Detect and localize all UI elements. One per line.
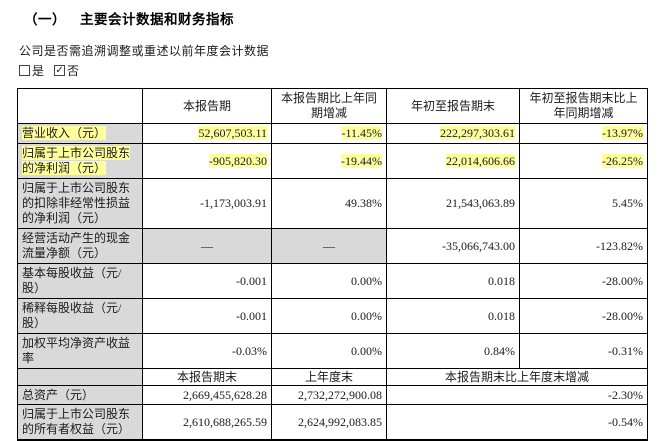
cell-value: 49.38% bbox=[271, 178, 387, 229]
cell-value: -0.001 bbox=[142, 298, 272, 334]
cell-value: 2,732,272,900.08 bbox=[271, 385, 387, 405]
cell-value: 22,014,606.66 bbox=[446, 153, 515, 168]
table-header-row-period: 本报告期 本报告期比上年同期增减 年初至报告期末 年初至报告期末比上年同期增减 bbox=[17, 88, 648, 124]
cell-value: 2,610,688,265.59 bbox=[142, 404, 272, 441]
cell-value: 21,543,063.89 bbox=[386, 178, 520, 229]
header-period-end-change: 本报告期末比上年度末增减 bbox=[386, 368, 648, 386]
row-label: 经营活动产生的现金流量净额（元） bbox=[17, 228, 143, 264]
cell-dash: — bbox=[142, 228, 272, 264]
cell-value: 222,297,303.61 bbox=[440, 126, 515, 140]
restatement-answer-row: 是 ✓ 否 bbox=[19, 62, 79, 79]
header-ytd-yoy-change: 年初至报告期末比上年同期增减 bbox=[519, 88, 648, 124]
table-row-net-profit: 归属于上市公司股东的净利润（元） -905,820.30 -19.44% 22,… bbox=[17, 143, 648, 179]
cell-value: 0.00% bbox=[271, 298, 387, 334]
row-label: 归属于上市公司股东的净利润（元） bbox=[22, 146, 131, 175]
cell-value: -28.00% bbox=[519, 298, 648, 334]
table-header-row-period-end: 本报告期末 上年度末 本报告期末比上年度末增减 bbox=[17, 368, 648, 386]
cell-value: 5.45% bbox=[519, 178, 648, 229]
section-title: （一） 主要会计数据和财务指标 bbox=[24, 8, 234, 28]
restatement-question: 公司是否需追溯调整或重述以前年度会计数据 bbox=[19, 44, 270, 58]
header-period-yoy-change: 本报告期比上年同期增减 bbox=[271, 88, 387, 124]
table-row-owners-equity: 归属于上市公司股东的所有者权益（元） 2,610,688,265.59 2,62… bbox=[17, 404, 648, 441]
cell-value: -0.54% bbox=[386, 404, 648, 441]
section-title-text: 主要会计数据和财务指标 bbox=[80, 12, 234, 27]
cell-value: -13.97% bbox=[602, 126, 643, 140]
checkbox-checked-icon: ✓ bbox=[54, 65, 66, 76]
cell-value: -26.25% bbox=[602, 153, 643, 168]
cell-value: -0.31% bbox=[519, 333, 648, 369]
cell-value: 52,607,503.11 bbox=[198, 126, 267, 140]
cell-value: -11.45% bbox=[341, 126, 382, 140]
checkbox-no-group: ✓ 否 bbox=[54, 62, 79, 79]
checkbox-unchecked-icon bbox=[19, 65, 30, 76]
cell-value: 0.00% bbox=[271, 263, 387, 299]
row-label: 加权平均净资产收益率 bbox=[17, 333, 143, 369]
cell-dash: — bbox=[271, 228, 387, 264]
table-row-net-profit-excl-nonrecurring: 归属于上市公司股东的扣除非经常性损益的净利润（元） -1,173,003.91 … bbox=[17, 178, 648, 229]
header-blank-cell bbox=[17, 368, 143, 386]
header-ytd: 年初至报告期末 bbox=[386, 88, 520, 124]
table-row-operating-cash-flow: 经营活动产生的现金流量净额（元） — — -35,066,743.00 -123… bbox=[17, 228, 648, 264]
row-label: 归属于上市公司股东的扣除非经常性损益的净利润（元） bbox=[17, 178, 143, 229]
row-label: 稀释每股收益（元/股） bbox=[17, 298, 143, 334]
cell-value: -2.30% bbox=[386, 385, 648, 405]
cell-value: -905,820.30 bbox=[209, 153, 267, 168]
checkbox-yes-label: 是 bbox=[32, 64, 45, 78]
checkbox-no-label: 否 bbox=[67, 64, 80, 78]
cell-value: 0.84% bbox=[386, 333, 520, 369]
table-row-operating-revenue: 营业收入（元） 52,607,503.11 -11.45% 222,297,30… bbox=[17, 123, 648, 144]
cell-value: 0.018 bbox=[386, 263, 520, 299]
row-label: 基本每股收益（元/股） bbox=[17, 263, 143, 299]
cell-value: -19.44% bbox=[341, 153, 382, 168]
header-prior-year-end: 上年度末 bbox=[271, 368, 387, 386]
table-row-weighted-avg-roe: 加权平均净资产收益率 -0.03% 0.00% 0.84% -0.31% bbox=[17, 333, 648, 369]
row-label: 归属于上市公司股东的所有者权益（元） bbox=[17, 404, 143, 441]
header-blank-cell bbox=[17, 88, 143, 124]
cell-value: -28.00% bbox=[519, 263, 648, 299]
cell-value: -0.03% bbox=[142, 333, 272, 369]
row-label: 总资产（元） bbox=[17, 385, 143, 405]
cell-value: 2,669,455,628.28 bbox=[142, 385, 272, 405]
table-row-total-assets: 总资产（元） 2,669,455,628.28 2,732,272,900.08… bbox=[17, 385, 648, 405]
cell-value: -123.82% bbox=[519, 228, 648, 264]
table-row-diluted-eps: 稀释每股收益（元/股） -0.001 0.00% 0.018 -28.00% bbox=[17, 298, 648, 334]
cell-value: -35,066,743.00 bbox=[386, 228, 520, 264]
table-row-basic-eps: 基本每股收益（元/股） -0.001 0.00% 0.018 -28.00% bbox=[17, 263, 648, 299]
header-current-period: 本报告期 bbox=[142, 88, 272, 124]
row-label: 营业收入（元） bbox=[22, 126, 107, 140]
financial-indicators-table: 本报告期 本报告期比上年同期增减 年初至报告期末 年初至报告期末比上年同期增减 … bbox=[17, 88, 648, 441]
cell-value: 0.00% bbox=[271, 333, 387, 369]
cell-value: -0.001 bbox=[142, 263, 272, 299]
cell-value: 0.018 bbox=[386, 298, 520, 334]
checkbox-yes-group: 是 bbox=[19, 62, 44, 79]
cell-value: 2,624,992,083.85 bbox=[271, 404, 387, 441]
header-period-end: 本报告期末 bbox=[142, 368, 272, 386]
cell-value: -1,173,003.91 bbox=[142, 178, 272, 229]
section-number: （一） bbox=[24, 12, 66, 27]
report-page: （一） 主要会计数据和财务指标 公司是否需追溯调整或重述以前年度会计数据 是 ✓ … bbox=[17, 8, 648, 441]
